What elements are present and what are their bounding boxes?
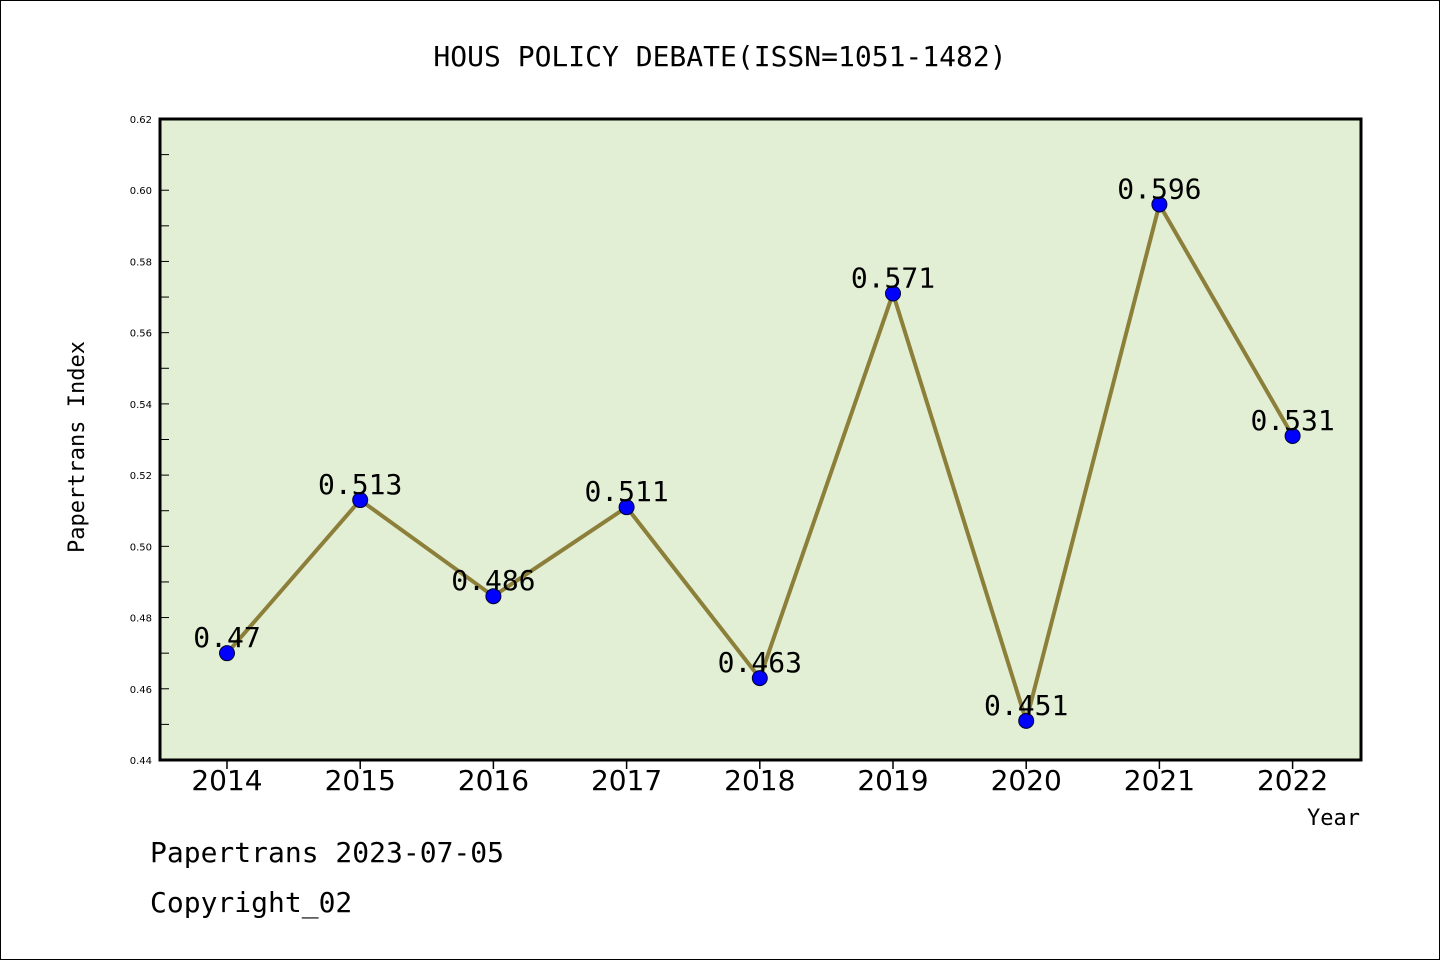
x-tick-label: 2022 <box>1257 764 1328 797</box>
y-tick-label: 0.46 <box>130 685 152 696</box>
data-label-2017: 0.511 <box>584 475 668 508</box>
x-tick-label: 2015 <box>325 764 396 797</box>
data-label-2018: 0.463 <box>718 646 802 679</box>
data-point-2014 <box>219 645 235 662</box>
y-tick-label: 0.52 <box>130 471 152 482</box>
x-tick-label: 2021 <box>1124 764 1195 797</box>
x-axis: 2014 2015 2016 2017 2018 2019 2020 2021 2022 <box>191 760 1328 797</box>
y-axis-label: Papertrans Index <box>65 341 90 553</box>
data-point-2016 <box>485 588 502 605</box>
y-tick-label: 0.44 <box>130 756 152 767</box>
data-point-2017 <box>618 499 635 516</box>
x-tick-label: 2019 <box>857 764 928 797</box>
data-label-2020: 0.451 <box>984 689 1068 722</box>
data-point-2015 <box>352 492 369 509</box>
x-tick-label: 2016 <box>458 764 529 797</box>
data-label-2015: 0.513 <box>318 468 402 501</box>
y-tick-label: 0.48 <box>130 614 152 625</box>
y-tick-label: 0.60 <box>130 186 152 197</box>
data-label-2016: 0.486 <box>451 564 535 597</box>
data-point-2019 <box>885 285 901 302</box>
y-tick-label: 0.56 <box>130 329 152 340</box>
data-label-2022: 0.531 <box>1250 404 1334 437</box>
y-tick-label: 0.62 <box>130 115 152 126</box>
data-point-2022 <box>1284 427 1301 444</box>
data-point-2018 <box>751 670 768 687</box>
x-tick-label: 2020 <box>991 764 1062 797</box>
x-axis-label: Year <box>1307 806 1360 831</box>
footer-copyright: Copyright_02 <box>150 886 353 919</box>
y-tick-label: 0.54 <box>130 400 152 411</box>
y-axis: 0.44 0.46 0.48 0.50 0.52 0.54 0.56 0.58 0.60 0.62 <box>130 115 169 767</box>
x-tick-label: 2014 <box>191 764 262 797</box>
x-tick-label: 2017 <box>591 764 662 797</box>
footer-date: Papertrans 2023-07-05 <box>150 836 505 869</box>
data-point-2020 <box>1018 712 1035 729</box>
data-label-2019: 0.571 <box>851 261 935 294</box>
data-point-2021 <box>1151 196 1168 213</box>
plot-area <box>158 117 1363 762</box>
data-label-2014: 0.47 <box>193 621 260 654</box>
series-papertrans-index: 0.47 0.513 0.486 0.511 0.463 0.571 0.451 0.596 0… <box>193 172 1335 729</box>
x-tick-label: 2018 <box>724 764 795 797</box>
chart-title: HOUS POLICY DEBATE(ISSN=1051-1482) <box>433 40 1006 73</box>
y-tick-label: 0.50 <box>130 542 152 553</box>
y-tick-label: 0.58 <box>130 257 152 268</box>
data-label-2021: 0.596 <box>1117 172 1201 205</box>
